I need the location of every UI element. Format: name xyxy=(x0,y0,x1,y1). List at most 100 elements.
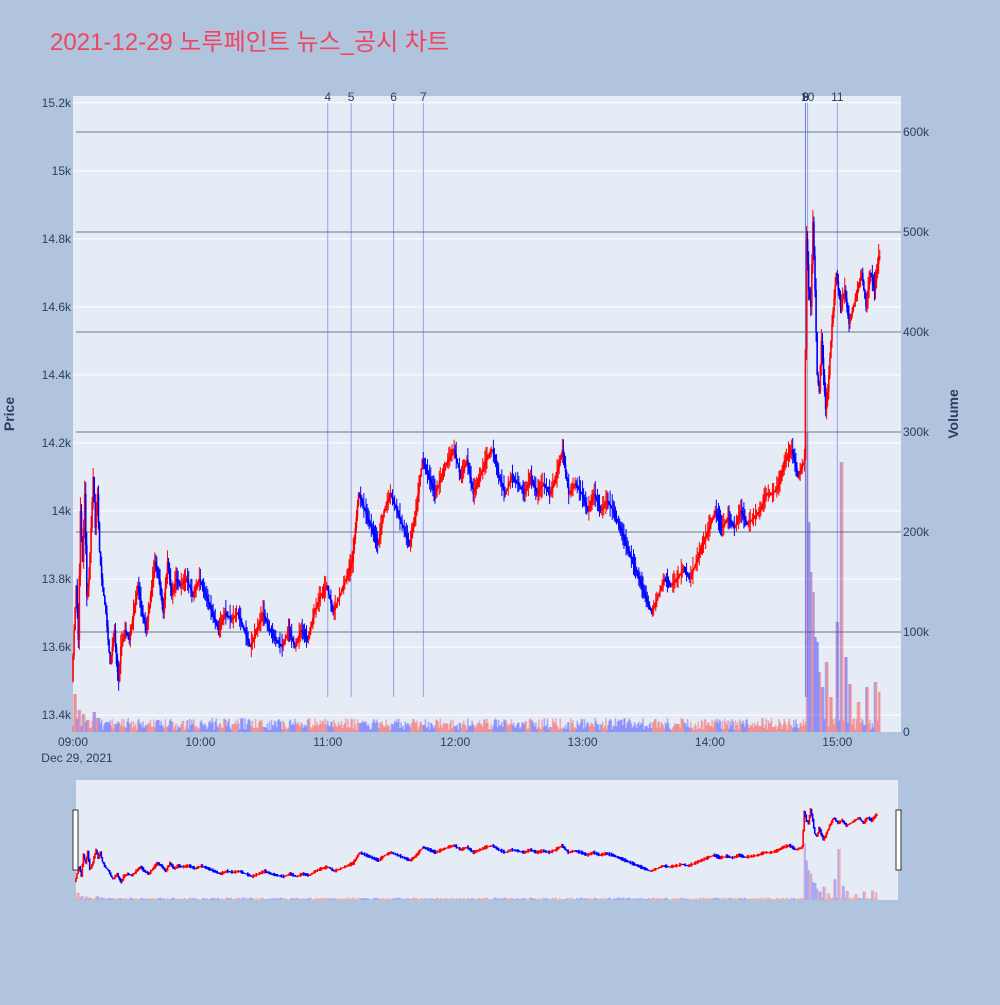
candle-body xyxy=(792,454,795,459)
slider-candle xyxy=(773,849,776,854)
candle-body xyxy=(194,590,196,594)
volume-bar xyxy=(169,718,172,732)
volume-bar xyxy=(868,723,870,732)
slider-volume-bar xyxy=(468,898,470,900)
volume-bar xyxy=(341,728,344,732)
volume-bar xyxy=(162,726,165,732)
volume-bar xyxy=(127,718,129,732)
volume-bar xyxy=(643,729,645,732)
volume-bar xyxy=(78,710,81,732)
slider-volume-bar xyxy=(701,899,703,900)
candle-body xyxy=(184,580,187,582)
candle-body xyxy=(297,638,299,642)
volume-bar xyxy=(88,720,90,732)
slider-candle xyxy=(186,864,189,868)
volume-bar xyxy=(526,728,529,732)
slider-volume-bar xyxy=(210,898,212,900)
candle-body xyxy=(407,539,410,543)
slider-candle xyxy=(554,849,557,851)
slider-candle xyxy=(383,854,386,857)
slider-candle xyxy=(755,854,758,857)
slider-volume-bar xyxy=(860,898,862,900)
volume-bar xyxy=(787,721,790,732)
slider-candle xyxy=(510,849,513,851)
volume-bar xyxy=(454,726,456,732)
candle-body xyxy=(381,522,383,528)
candle-body xyxy=(800,468,803,472)
slider-candle xyxy=(569,850,572,854)
slider-volume-bar xyxy=(199,899,202,900)
y2-tick-label: 100k xyxy=(903,625,930,639)
candle-body xyxy=(452,451,454,454)
candle-body xyxy=(215,621,218,625)
candle-body xyxy=(525,488,528,492)
candle-body xyxy=(824,391,827,409)
candle-body xyxy=(326,585,329,591)
slider-volume-bar xyxy=(619,897,621,900)
volume-bar xyxy=(123,719,125,732)
slider-candle xyxy=(801,845,803,850)
main-plot-area[interactable] xyxy=(73,96,901,732)
slider-candle xyxy=(644,866,646,871)
candle-body xyxy=(87,587,89,596)
volume-bar xyxy=(699,728,702,732)
volume-bar xyxy=(449,723,451,732)
slider-volume-bar xyxy=(662,899,664,900)
candle-body xyxy=(875,272,878,282)
slider-volume-bar xyxy=(697,899,699,900)
slider-volume-bar xyxy=(234,898,236,900)
candle-body xyxy=(187,581,190,585)
y-tick-label: 13.4k xyxy=(42,708,72,722)
range-slider[interactable] xyxy=(76,780,898,900)
volume-bar xyxy=(82,714,85,732)
slider-candle xyxy=(764,852,767,854)
candle-body xyxy=(676,578,678,581)
volume-bar xyxy=(102,725,105,732)
slider-volume-bar xyxy=(163,898,166,900)
slider-candle xyxy=(611,853,614,857)
candle-body xyxy=(83,493,86,528)
volume-bar xyxy=(649,722,652,732)
slider-volume-bar xyxy=(827,893,830,900)
volume-bar xyxy=(762,718,764,732)
volume-bar xyxy=(350,718,352,732)
candle-body xyxy=(694,564,696,568)
slider-candle xyxy=(676,865,679,867)
slider-candle xyxy=(592,850,595,855)
slider-candle xyxy=(413,856,416,859)
slider-candle xyxy=(402,857,405,859)
volume-bar xyxy=(481,727,484,732)
volume-bar xyxy=(821,687,824,732)
volume-bar xyxy=(802,719,805,732)
candle-body xyxy=(188,584,191,588)
slider-candle xyxy=(692,863,695,865)
volume-bar xyxy=(809,572,812,732)
candle-body xyxy=(599,508,602,511)
range-slider-right-handle[interactable] xyxy=(895,809,902,871)
volume-bar xyxy=(715,721,718,732)
slider-candle xyxy=(436,850,439,854)
candle-body xyxy=(415,510,417,517)
range-slider-left-handle[interactable] xyxy=(72,809,79,871)
volume-bar xyxy=(225,720,227,732)
candle-body xyxy=(427,474,430,477)
slider-candle xyxy=(229,870,231,873)
slider-candle xyxy=(548,850,550,855)
candle-body xyxy=(564,464,567,472)
volume-bar xyxy=(79,710,82,732)
volume-bar xyxy=(422,725,425,732)
candle-body xyxy=(553,482,555,486)
candle-body xyxy=(576,485,579,488)
candle-body xyxy=(486,458,488,460)
slider-candle xyxy=(270,872,272,875)
volume-bar xyxy=(847,723,849,732)
slider-volume-bar xyxy=(120,898,123,900)
volume-bar xyxy=(596,724,599,732)
candle-body xyxy=(157,570,159,575)
candle-body xyxy=(508,482,511,486)
slider-candle xyxy=(788,844,791,848)
candle-body xyxy=(347,573,349,577)
slider-volume-bar xyxy=(768,897,771,900)
volume-bar xyxy=(763,728,765,732)
slider-volume-bar xyxy=(709,897,712,900)
